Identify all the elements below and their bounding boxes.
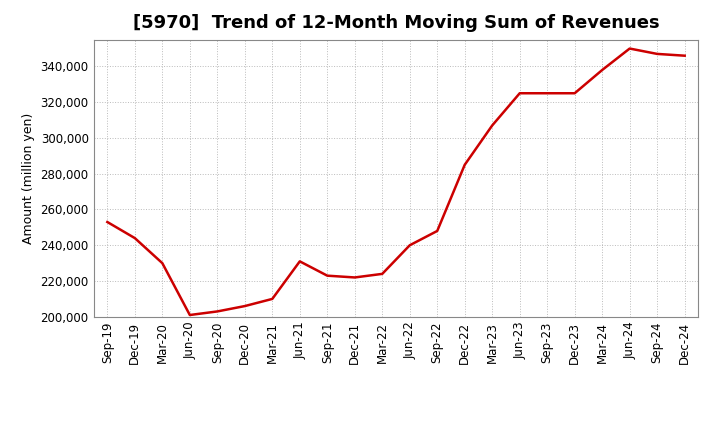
Y-axis label: Amount (million yen): Amount (million yen) [22,113,35,244]
Title: [5970]  Trend of 12-Month Moving Sum of Revenues: [5970] Trend of 12-Month Moving Sum of R… [132,15,660,33]
